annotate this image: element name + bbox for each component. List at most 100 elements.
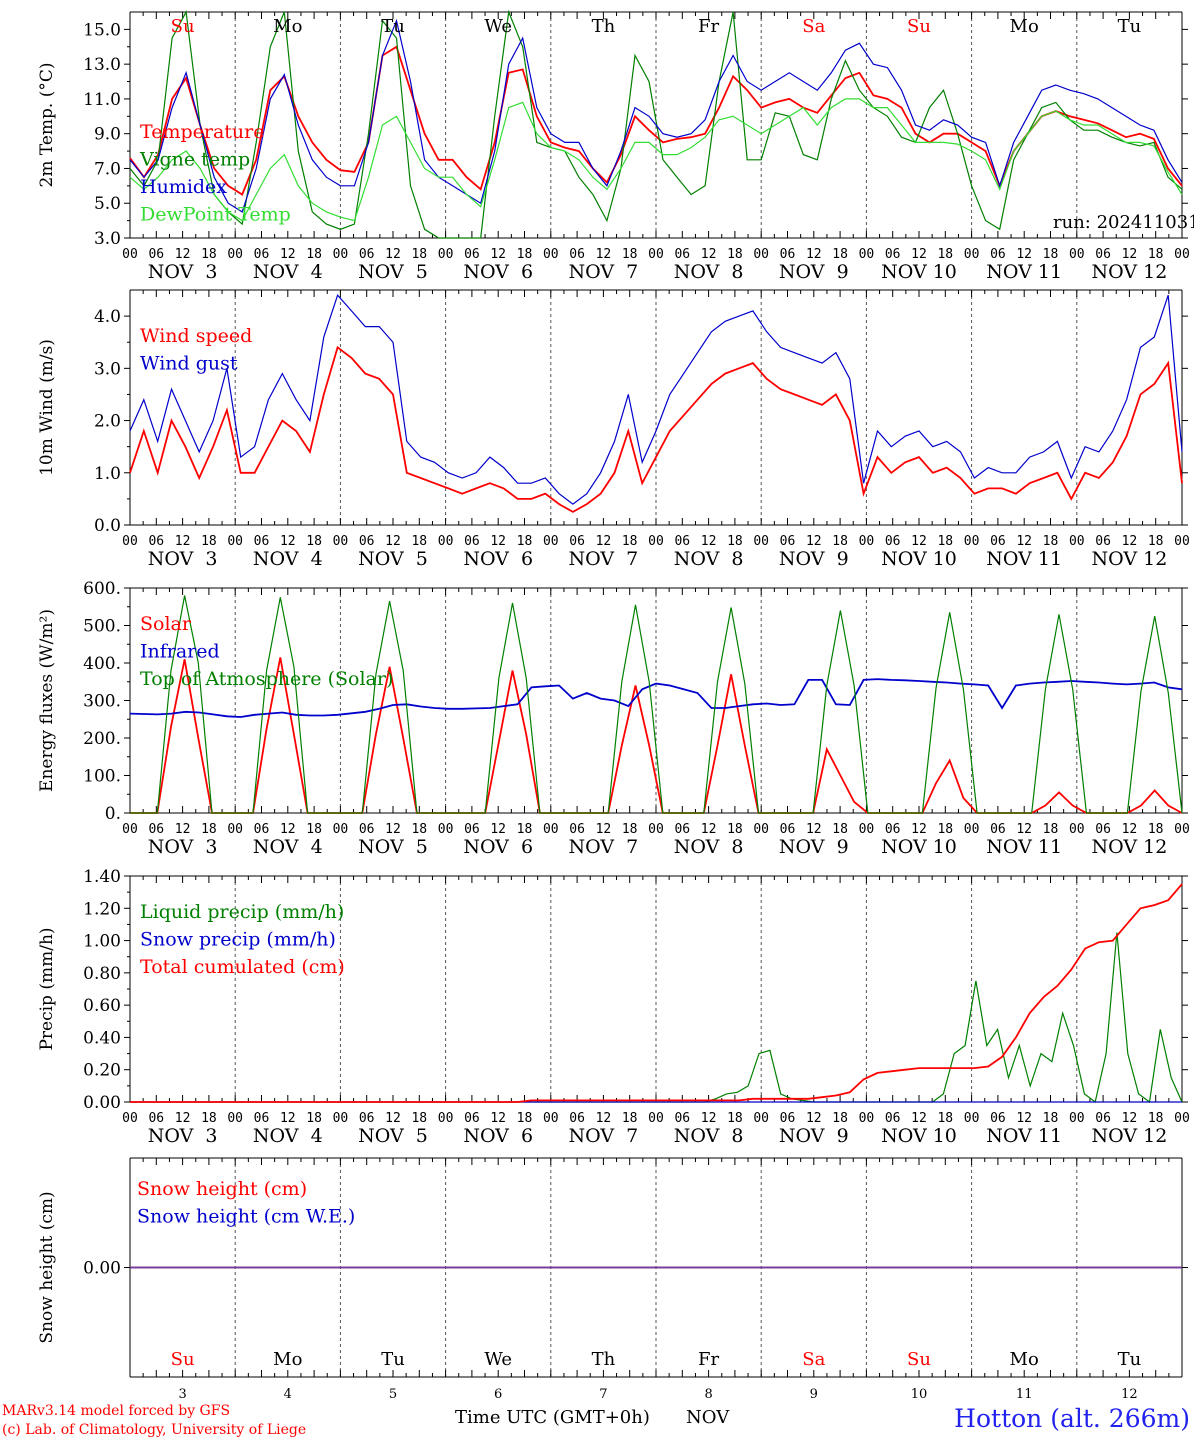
hour-tick-label: 12 [175, 534, 191, 549]
y-tick-label: 3.0 [94, 229, 121, 249]
y-tick-label: 100. [83, 767, 121, 787]
day-header: NOV 6 [463, 261, 533, 283]
hour-tick-label: 00 [753, 247, 769, 262]
hour-tick-label: 12 [280, 534, 296, 549]
hour-tick-label: 18 [411, 534, 427, 549]
hour-tick-label: 00 [964, 247, 980, 262]
hour-tick-label: 06 [569, 534, 585, 549]
series-line-humidex [129, 18, 1183, 213]
weekday-label: Tu [381, 16, 405, 37]
y-tick-label: 0. [105, 804, 121, 824]
hour-tick-label: 00 [648, 247, 664, 262]
hour-tick-label: 18 [832, 822, 848, 837]
hour-tick-label: 06 [254, 822, 270, 837]
hour-tick-label: 00 [964, 534, 980, 549]
day-header: NOV 3 [148, 261, 218, 283]
hour-tick-label: 18 [937, 534, 953, 549]
y-tick-label: 0.80 [83, 964, 121, 984]
legend-entry: Top of Atmosphere (Solar) [140, 668, 393, 690]
weekday-label: Tu [1118, 1349, 1142, 1370]
hour-tick-label: 06 [464, 1111, 480, 1126]
series-line-dewpoint-temp [129, 98, 1183, 222]
hour-tick-label: 18 [832, 1111, 848, 1126]
day-header: NOV 6 [463, 548, 533, 570]
hour-tick-label: 12 [175, 247, 191, 262]
hour-tick-label: 12 [280, 1111, 296, 1126]
hour-tick-label: 18 [727, 247, 743, 262]
weekday-label: Mo [273, 1349, 302, 1370]
day-header: NOV 4 [253, 836, 323, 858]
weekday-label: Su [171, 16, 195, 37]
hour-tick-label: 12 [1016, 247, 1032, 262]
hour-tick-label: 00 [964, 822, 980, 837]
hour-tick-label: 00 [333, 822, 349, 837]
hour-tick-label: 12 [1122, 534, 1138, 549]
hour-tick-label: 06 [359, 822, 375, 837]
day-header: NOV 8 [674, 1125, 744, 1147]
day-header: NOV 7 [569, 548, 639, 570]
hour-tick-label: 00 [543, 822, 559, 837]
hour-tick-label: 06 [674, 1111, 690, 1126]
hour-tick-label: 12 [806, 247, 822, 262]
hour-tick-label: 18 [622, 822, 638, 837]
weekday-label: Su [907, 16, 931, 37]
hour-tick-label: 12 [1122, 247, 1138, 262]
hour-tick-label: 00 [122, 1111, 138, 1126]
hour-tick-label: 06 [148, 534, 164, 549]
weekday-label: Sa [802, 1349, 825, 1370]
day-header: NOV 5 [358, 836, 428, 858]
y-axis-title: 2m Temp. (°C) [37, 62, 57, 187]
hour-tick-label: 12 [596, 534, 612, 549]
day-header: NOV 4 [253, 261, 323, 283]
y-axis-title: Snow height (cm) [37, 1191, 57, 1343]
hour-tick-label: 18 [832, 534, 848, 549]
y-tick-label: 200. [83, 729, 121, 749]
hour-tick-label: 18 [517, 1111, 533, 1126]
hour-tick-label: 00 [227, 822, 243, 837]
hour-tick-label: 06 [569, 822, 585, 837]
day-header: NOV 10 [881, 1125, 957, 1147]
hour-tick-label: 00 [1069, 822, 1085, 837]
hour-tick-label: 12 [911, 1111, 927, 1126]
hour-tick-label: 12 [385, 534, 401, 549]
day-header: NOV 8 [674, 548, 744, 570]
hour-tick-label: 00 [859, 534, 875, 549]
y-tick-label: 3.0 [94, 359, 121, 379]
hour-tick-label: 00 [438, 1111, 454, 1126]
hour-tick-label: 06 [148, 1111, 164, 1126]
day-number-label: 4 [284, 1387, 292, 1402]
day-header: NOV 9 [779, 548, 849, 570]
hour-tick-label: 18 [727, 1111, 743, 1126]
weekday-label: Tu [1118, 16, 1142, 37]
hour-tick-label: 06 [780, 534, 796, 549]
hour-tick-label: 12 [596, 247, 612, 262]
hour-tick-label: 06 [1095, 247, 1111, 262]
series-line-temperature [129, 45, 1183, 196]
series-line-vigne-temp [129, 9, 1183, 239]
hour-tick-label: 12 [1122, 822, 1138, 837]
hour-tick-label: 18 [306, 822, 322, 837]
hour-tick-label: 06 [254, 534, 270, 549]
day-header: NOV 11 [986, 261, 1062, 283]
legend-entry: Total cumulated (cm) [140, 956, 345, 978]
hour-tick-label: 06 [990, 247, 1006, 262]
hour-tick-label: 00 [1174, 822, 1190, 837]
hour-tick-label: 06 [464, 822, 480, 837]
day-header: NOV 10 [881, 548, 957, 570]
hour-tick-label: 00 [964, 1111, 980, 1126]
hour-tick-label: 12 [911, 247, 927, 262]
y-tick-label: 4.0 [94, 307, 121, 327]
day-header: NOV 12 [1091, 836, 1167, 858]
hour-tick-label: 12 [596, 1111, 612, 1126]
weekday-label: We [484, 1349, 512, 1370]
panel-2: 0.0 1.0 2.0 3.0 4.0 10m Wind (m/s) Wind speed W… [37, 289, 1190, 570]
hour-tick-label: 12 [1016, 1111, 1032, 1126]
hour-tick-label: 12 [280, 822, 296, 837]
y-tick-label: 1.0 [94, 464, 121, 484]
y-tick-label: 400. [83, 654, 121, 674]
hour-tick-label: 18 [306, 534, 322, 549]
y-tick-label: 7.0 [94, 159, 121, 179]
hour-tick-label: 00 [1069, 1111, 1085, 1126]
hour-tick-label: 06 [885, 1111, 901, 1126]
day-number-label: 10 [911, 1387, 928, 1402]
